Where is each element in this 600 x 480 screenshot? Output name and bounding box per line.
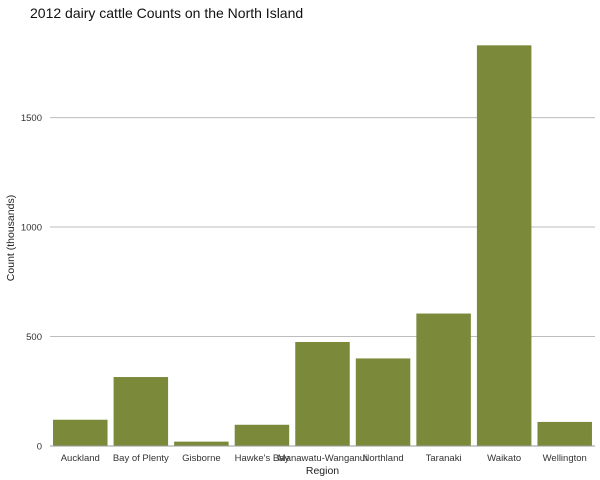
- bar-waikato: [476, 45, 532, 446]
- x-tick-label: Manawatu-Wanganui: [278, 453, 367, 464]
- bar-gisborne: [174, 441, 229, 446]
- x-tick-label: Waikato: [487, 453, 521, 464]
- x-tick-label: Bay of Plenty: [113, 453, 169, 464]
- x-tick-label: Auckland: [61, 453, 100, 464]
- bar-wellington: [537, 421, 592, 446]
- y-axis-title: Count (thousands): [5, 195, 17, 281]
- bar-manawatu-wanganui: [295, 342, 350, 446]
- y-tick-label: 500: [26, 332, 42, 343]
- x-tick-label: Taranaki: [426, 453, 462, 464]
- bar-hawke-s-bay: [234, 424, 290, 446]
- bar-auckland: [53, 419, 108, 446]
- x-tick-label: Wellington: [543, 453, 587, 464]
- y-tick-label: 0: [37, 442, 42, 453]
- bars: [53, 45, 592, 446]
- bar-northland: [355, 358, 411, 446]
- y-tick-label: 1000: [21, 223, 42, 234]
- x-tick-label: Northland: [362, 453, 403, 464]
- x-axis-title: Region: [306, 465, 339, 477]
- x-tick-label: Hawke's Bay: [235, 453, 290, 464]
- bar-bay-of-plenty: [113, 377, 169, 446]
- x-tick-labels: Auckland Bay of Plenty Gisborne Hawke's Bay…: [61, 453, 587, 464]
- y-tick-labels: 0 500 1000 1500: [21, 113, 42, 452]
- bar-taranaki: [416, 313, 471, 446]
- chart-title: 2012 dairy cattle Counts on the North Is…: [30, 5, 303, 21]
- y-tick-label: 1500: [21, 113, 42, 124]
- x-tick-label: Gisborne: [182, 453, 221, 464]
